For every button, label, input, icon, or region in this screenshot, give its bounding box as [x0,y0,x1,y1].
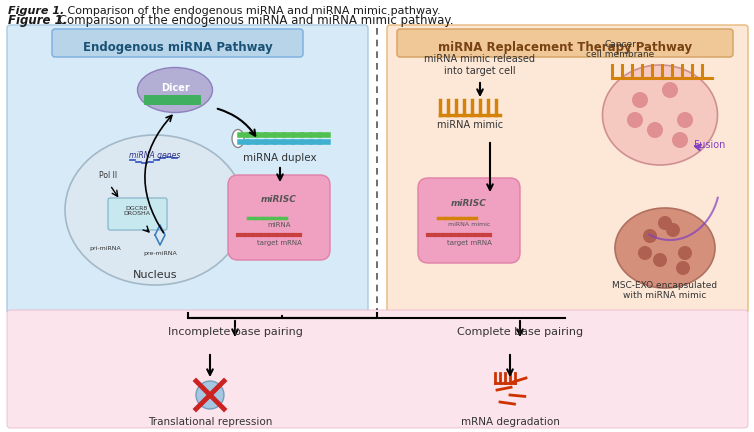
Text: miRNA genes: miRNA genes [130,150,181,159]
FancyBboxPatch shape [52,29,303,57]
Text: DGCR8
DROSHA: DGCR8 DROSHA [124,206,151,216]
Circle shape [647,122,663,138]
FancyBboxPatch shape [7,310,748,428]
Ellipse shape [232,130,244,147]
Circle shape [672,132,688,148]
Circle shape [676,261,690,275]
Text: miRNA mimic: miRNA mimic [448,222,490,227]
Text: miRNA mimic released
into target cell: miRNA mimic released into target cell [425,54,535,76]
Text: Figure 1.: Figure 1. [8,14,67,27]
Text: pre-miRNA: pre-miRNA [143,251,177,256]
Text: mRNA degradation: mRNA degradation [461,417,559,427]
Ellipse shape [65,135,245,285]
Circle shape [677,112,693,128]
Text: Comparison of the endogenous miRNA and miRNA mimic pathway.: Comparison of the endogenous miRNA and m… [55,14,453,27]
Text: miRNA Replacement Therapy Pathway: miRNA Replacement Therapy Pathway [438,41,692,54]
Text: Comparison of the endogenous miRNA and miRNA mimic pathway.: Comparison of the endogenous miRNA and m… [64,6,441,16]
Text: Complete base pairing: Complete base pairing [457,327,583,337]
Text: Cancer
cell membrane: Cancer cell membrane [586,40,654,59]
Circle shape [653,253,667,267]
Text: miRNA: miRNA [267,222,291,228]
Text: pri-miRNA: pri-miRNA [89,246,121,251]
Text: target mRNA: target mRNA [256,240,302,246]
FancyBboxPatch shape [397,29,733,57]
FancyBboxPatch shape [418,178,520,263]
Text: Fusion: Fusion [694,140,725,150]
Text: Incomplete base pairing: Incomplete base pairing [167,327,302,337]
Text: MSC-EXO encapsulated
with miRNA mimic: MSC-EXO encapsulated with miRNA mimic [612,281,718,300]
Text: Nucleus: Nucleus [133,270,177,280]
Text: Figure 1.: Figure 1. [8,6,64,16]
Circle shape [658,216,672,230]
Circle shape [632,92,648,108]
FancyBboxPatch shape [387,25,748,313]
Ellipse shape [615,208,715,288]
Ellipse shape [602,65,718,165]
FancyBboxPatch shape [7,25,368,313]
Circle shape [638,246,652,260]
Ellipse shape [137,67,213,112]
FancyBboxPatch shape [108,198,167,230]
Circle shape [678,246,692,260]
Text: miRNA duplex: miRNA duplex [244,153,317,163]
Text: target mRNA: target mRNA [446,240,492,246]
Circle shape [627,112,643,128]
Text: Dicer: Dicer [161,83,189,93]
Circle shape [666,223,680,237]
Text: Translational repression: Translational repression [148,417,272,427]
Text: Endogenous miRNA Pathway: Endogenous miRNA Pathway [83,41,273,54]
Text: Pol II: Pol II [99,171,117,180]
Circle shape [662,82,678,98]
Text: miRNA mimic: miRNA mimic [437,120,503,130]
Text: miRISC: miRISC [451,198,487,207]
Ellipse shape [196,381,224,409]
Circle shape [643,229,657,243]
FancyBboxPatch shape [228,175,330,260]
FancyBboxPatch shape [144,95,201,105]
Text: miRISC: miRISC [261,196,297,204]
